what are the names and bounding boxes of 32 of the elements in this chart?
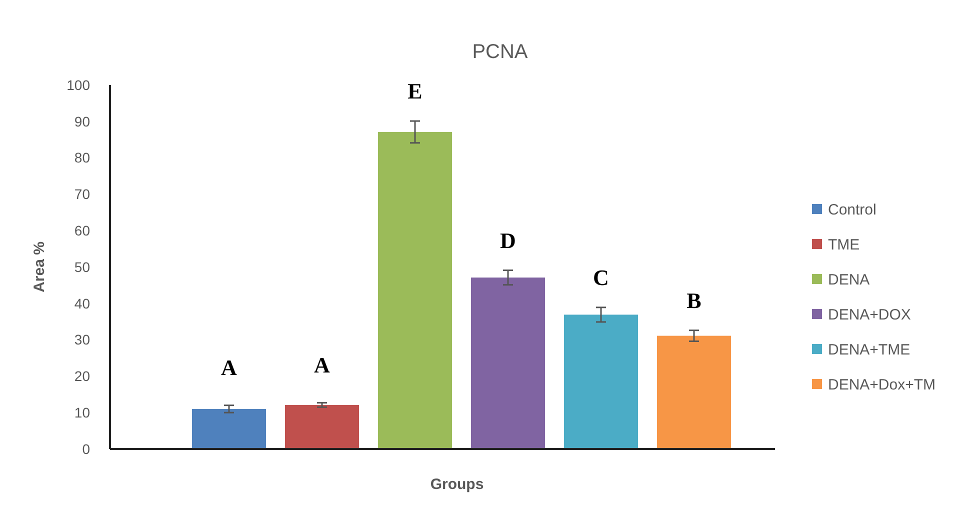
y-tick-label: 70 [74,186,90,202]
y-tick-label: 90 [74,113,90,130]
bar [657,336,731,449]
legend-label: DENA [828,271,870,288]
y-tick-label: 50 [74,258,90,275]
chart-title: PCNA [472,41,528,63]
annotation: E [408,78,422,104]
y-tick-label: 60 [74,222,90,238]
bar [285,404,359,449]
bar [471,278,545,449]
y-tick-label: 0 [82,440,90,457]
bar [378,132,452,449]
y-tick-label: 10 [74,404,90,420]
annotation: A [314,352,330,378]
annotation: B [686,288,702,314]
annotation: C [593,265,609,290]
y-tick-label: 80 [74,150,90,166]
y-tick-label: 20 [74,368,90,384]
legend-label: DENA+TME [828,341,910,358]
legend-label: Control [828,201,876,218]
legend-label: TME [828,236,860,254]
bar [564,314,638,449]
annotation: D [500,228,516,253]
y-axis-title: Area % [31,242,48,292]
legend-label: DENA+Dox+TM [828,376,936,394]
x-axis-title: Groups [430,476,484,493]
y-tick-label: 100 [66,76,90,93]
annotation: A [221,355,238,380]
y-tick-label: 30 [74,332,90,348]
y-tick-label: 40 [74,295,90,312]
legend-label: DENA+DOX [828,306,911,324]
bar [192,408,266,449]
